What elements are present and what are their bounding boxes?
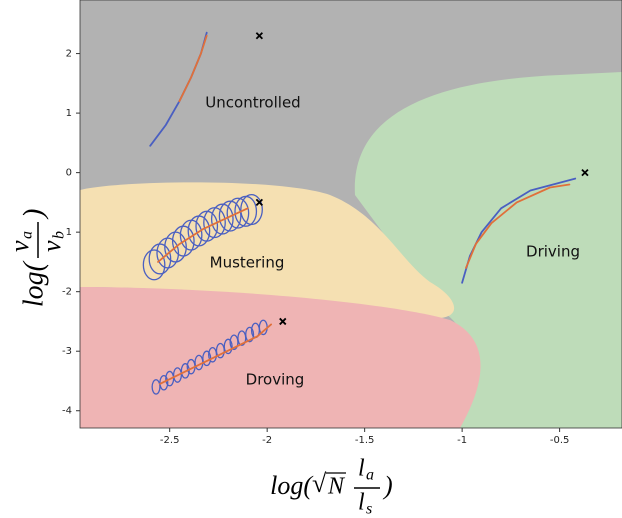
- trajectory-loop: [164, 231, 187, 263]
- y-tick-label: 1: [66, 227, 72, 238]
- label-part: s: [366, 501, 372, 518]
- trajectory-loop: [245, 326, 255, 343]
- trajectory-loop: [210, 203, 234, 235]
- trajectory-loop: [180, 363, 190, 379]
- trajectory-loop: [172, 367, 183, 383]
- start-marker: [255, 32, 264, 40]
- trajectory: [157, 207, 249, 263]
- y-tick-label: 0: [66, 168, 72, 179]
- x-tick-label: -1.5: [355, 435, 375, 446]
- x-tick-label: -2.5: [160, 435, 180, 446]
- x-axis-label: log( √ N l a l s ): [270, 456, 393, 518]
- trajectory-loop: [218, 200, 242, 232]
- trajectory-loop: [240, 194, 263, 226]
- start-marker: [279, 317, 287, 326]
- trajectory-loop: [226, 197, 250, 229]
- x-tick-label: -1: [457, 435, 467, 446]
- y-tick-label: 1: [66, 108, 72, 119]
- region-label: Droving: [246, 371, 305, 389]
- trajectory: [178, 34, 208, 103]
- region-droving: [80, 287, 481, 428]
- y-tick-label: -4: [62, 406, 72, 417]
- label-part: a: [19, 231, 36, 239]
- label-part: l: [358, 456, 365, 482]
- x-tick-label: -0.5: [550, 435, 570, 446]
- trajectory: [465, 183, 571, 269]
- trajectory-loop: [208, 346, 218, 363]
- x-tick-label: -2: [262, 435, 272, 446]
- y-tick-label: -2: [62, 287, 72, 298]
- y-axis-label: log( v a v b ): [5, 209, 68, 307]
- trajectory-loop: [229, 334, 239, 351]
- axes-frame: [79, 0, 622, 429]
- label-part: l: [358, 490, 365, 516]
- label-part: ): [382, 471, 393, 500]
- trajectory-loop: [156, 237, 180, 269]
- trajectory-loop: [215, 342, 225, 359]
- trajectory-loop: [171, 225, 195, 257]
- label-part: ): [18, 209, 49, 220]
- region-label: Driving: [526, 243, 580, 261]
- label-part: b: [51, 231, 68, 239]
- y-tick-label: -3: [62, 346, 72, 357]
- region-label: Uncontrolled: [205, 94, 300, 112]
- label-part: log(: [18, 260, 49, 307]
- trajectory-loop: [223, 338, 233, 355]
- trajectory-loop: [159, 374, 169, 391]
- label-part: a: [366, 467, 374, 484]
- trajectory-loop: [142, 249, 166, 281]
- label-part: v: [5, 240, 34, 252]
- trajectory-loop: [151, 379, 161, 395]
- y-tick-label: 2: [66, 49, 72, 60]
- label-part: √: [312, 469, 327, 498]
- label-part: v: [37, 240, 66, 252]
- region-label: Mustering: [210, 254, 285, 272]
- label-part: log(: [270, 471, 313, 500]
- start-marker: [255, 198, 264, 207]
- plot-marks: [142, 31, 589, 395]
- trajectory-loop: [148, 243, 172, 275]
- region-mustering: [80, 182, 455, 318]
- label-part: N: [327, 474, 346, 500]
- start-marker: [581, 168, 589, 177]
- region-driving: [354, 72, 622, 428]
- trajectory: [159, 323, 272, 385]
